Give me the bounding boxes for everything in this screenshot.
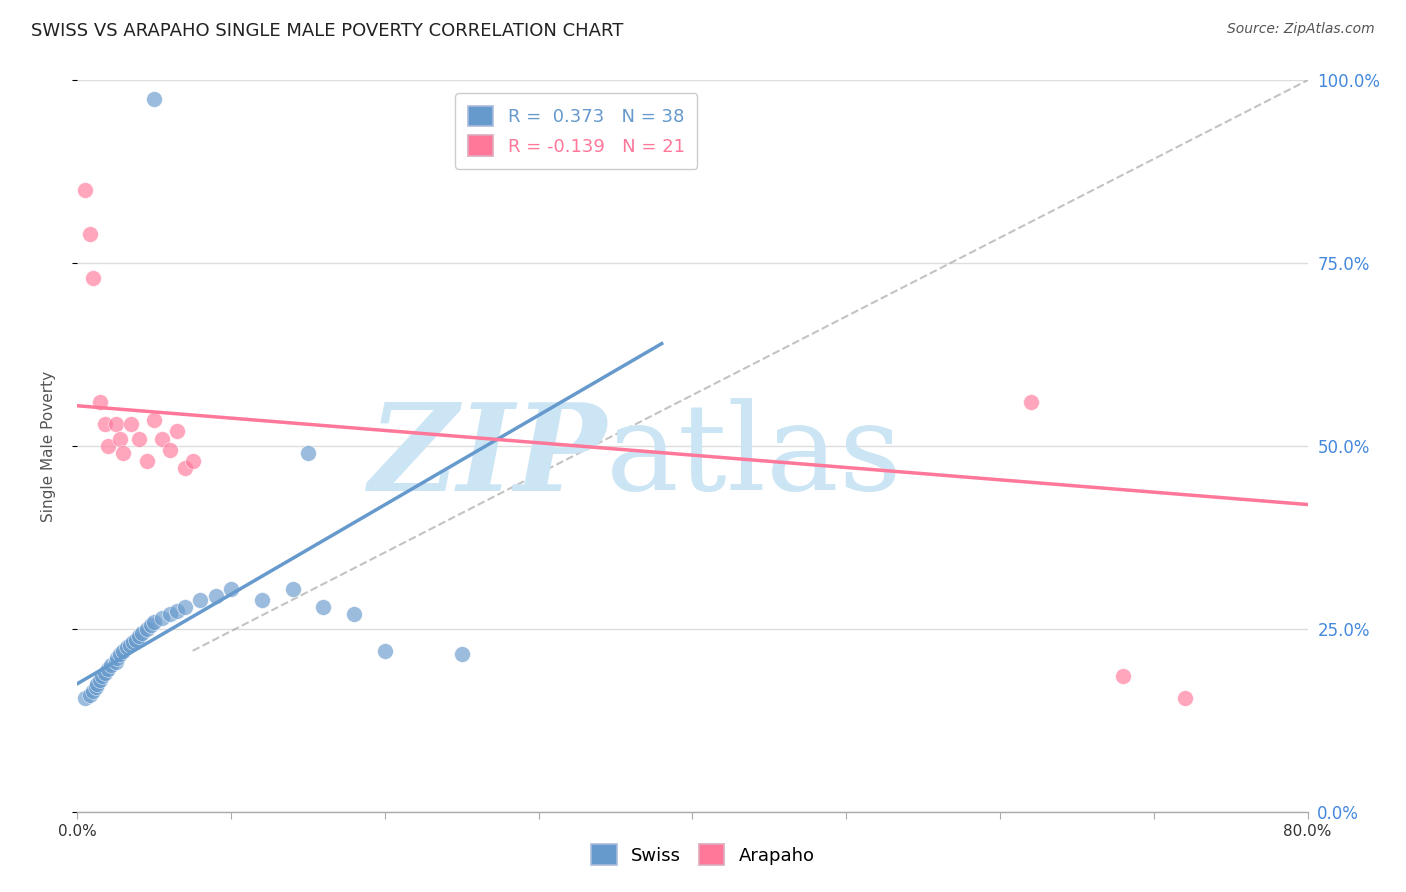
Point [166,425,188,439]
Point [112,644,135,658]
Point [94,417,117,431]
Point [1112,669,1135,683]
Point [82,684,104,698]
Point [120,417,142,431]
Point [219,582,242,596]
Y-axis label: Single Male Poverty: Single Male Poverty [42,370,56,522]
Point [1174,691,1197,706]
Text: Source: ZipAtlas.com: Source: ZipAtlas.com [1227,22,1375,37]
Point [374,644,396,658]
Point [174,461,197,475]
Point [281,582,304,596]
Point [110,648,132,662]
Point [174,599,197,614]
Point [84,681,107,695]
Point [135,453,157,467]
Point [143,92,166,106]
Point [90,669,114,683]
Point [128,432,150,446]
Text: SWISS VS ARAPAHO SINGLE MALE POVERTY CORRELATION CHART: SWISS VS ARAPAHO SINGLE MALE POVERTY COR… [31,22,623,40]
Point [94,665,117,680]
Legend: Swiss, Arapaho: Swiss, Arapaho [583,837,823,872]
Point [150,432,173,446]
Point [143,615,166,629]
Point [86,676,108,690]
Point [159,442,181,457]
Point [125,632,148,647]
Point [1019,395,1042,409]
Point [105,651,128,665]
Point [181,453,204,467]
Point [89,673,111,687]
Point [104,417,127,431]
Point [89,395,111,409]
Point [343,607,366,622]
Point [143,413,166,427]
Point [73,691,96,706]
Legend: R =  0.373   N = 38, R = -0.139   N = 21: R = 0.373 N = 38, R = -0.139 N = 21 [456,93,697,169]
Point [97,439,120,453]
Point [135,622,157,636]
Point [121,635,143,649]
Point [118,638,141,652]
Point [110,432,132,446]
Point [128,629,150,643]
Point [450,648,472,662]
Point [79,688,101,702]
Point [100,658,122,673]
Point [150,611,173,625]
Point [141,618,163,632]
Text: ZIP: ZIP [368,398,606,516]
Point [159,607,181,622]
Point [79,227,101,241]
Point [112,446,135,460]
Point [82,270,104,285]
Point [104,655,127,669]
Text: atlas: atlas [606,399,903,516]
Point [204,589,226,603]
Point [73,183,96,197]
Point [297,446,319,460]
Point [97,662,120,676]
Point [115,640,138,655]
Point [312,599,335,614]
Point [166,603,188,617]
Point [250,592,273,607]
Point [131,625,153,640]
Point [188,592,212,607]
